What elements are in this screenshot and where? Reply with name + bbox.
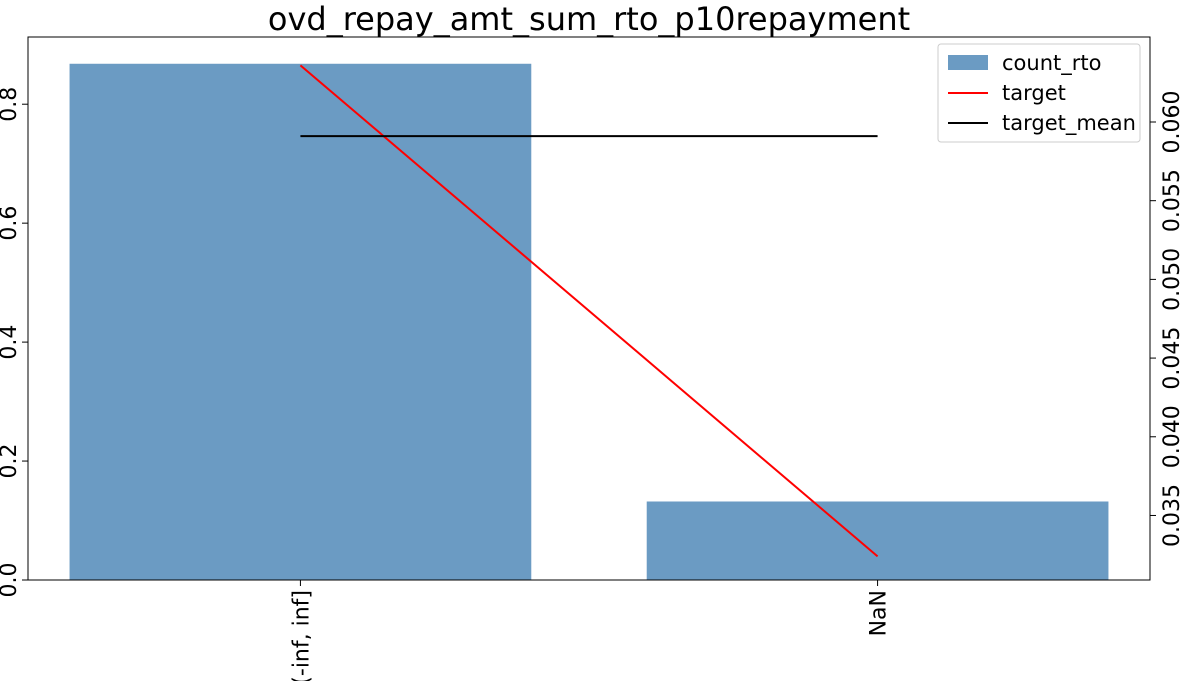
lines <box>299 64 879 558</box>
legend-label-target_mean: target_mean <box>1002 111 1136 136</box>
left-tick-label-2: 0.4 <box>0 325 22 360</box>
left-tick-label-3: 0.6 <box>0 206 22 241</box>
left-tick-label-4: 0.8 <box>0 87 22 122</box>
right-tick-label-3: 0.050 <box>1160 248 1182 311</box>
x-axis: (-inf, inf] NaN <box>289 580 892 681</box>
right-tick-label-0: 0.035 <box>1160 484 1182 547</box>
right-tick-label-5: 0.060 <box>1160 90 1182 153</box>
right-tick-label-1: 0.040 <box>1160 405 1182 468</box>
bars <box>69 63 1109 580</box>
legend-label-count_rto: count_rto <box>1002 51 1101 76</box>
right-tick-label-4: 0.055 <box>1160 169 1182 232</box>
left-tick-label-1: 0.2 <box>0 444 22 479</box>
legend-label-target: target <box>1002 81 1066 105</box>
legend-swatch-count_rto <box>948 55 988 70</box>
bar-count_rto-1 <box>646 501 1109 580</box>
right-tick-label-2: 0.045 <box>1160 327 1182 390</box>
legend-box <box>937 43 1141 143</box>
left-tick-label-0: 0.0 <box>0 563 22 598</box>
chart-title: ovd_repay_amt_sum_rto_p10repayment <box>268 0 910 38</box>
x-tick-label-0: (-inf, inf] <box>289 590 314 681</box>
x-tick-label-1: NaN <box>867 590 892 636</box>
plot-frame <box>27 36 1151 581</box>
bar-count_rto-0 <box>69 63 532 580</box>
right-axis: 0.035 0.040 0.045 0.050 0.055 0.060 <box>1150 90 1182 547</box>
left-axis: 0.0 0.2 0.4 0.6 0.8 <box>0 87 28 598</box>
line-target <box>299 64 879 558</box>
